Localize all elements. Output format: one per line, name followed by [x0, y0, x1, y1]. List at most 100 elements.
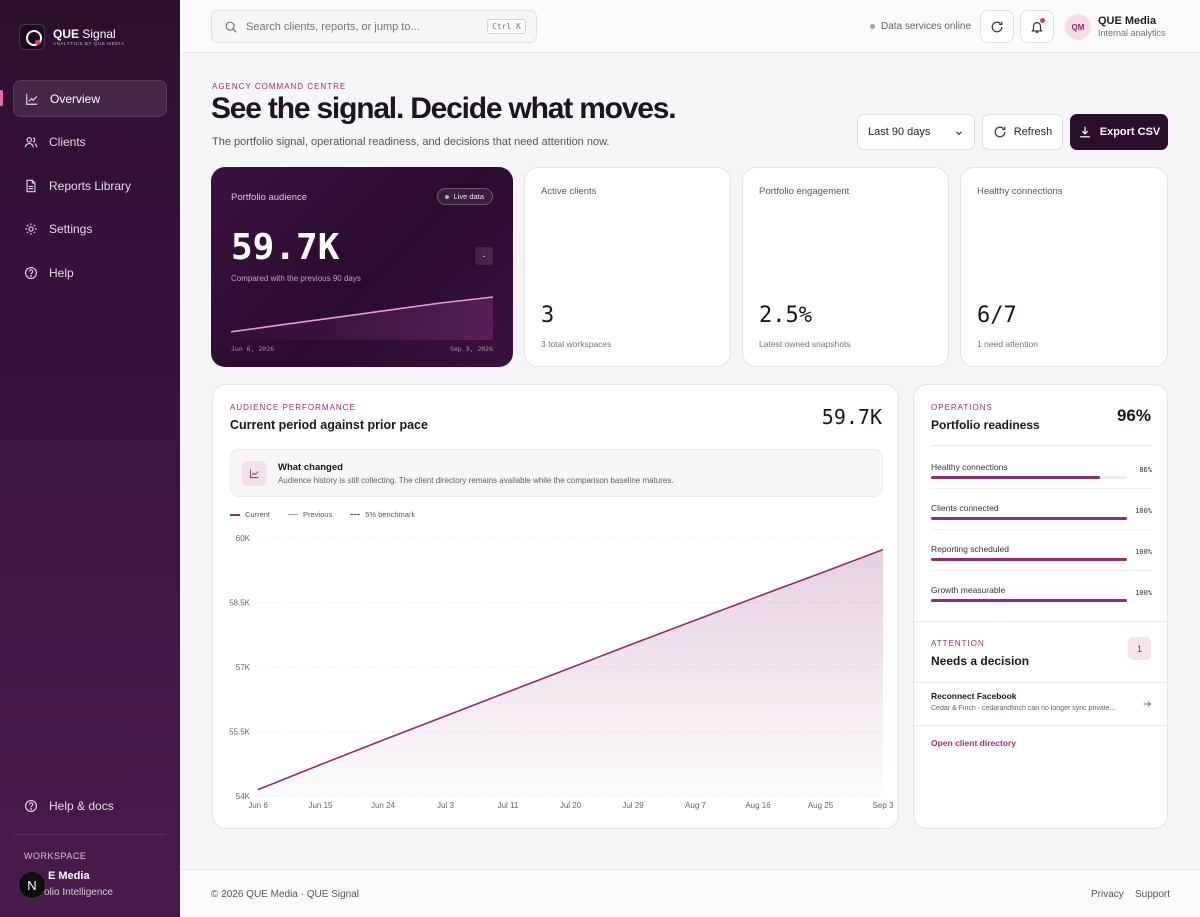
page-eyebrow: AGENCY COMMAND CENTRE — [212, 82, 347, 91]
open-client-directory-link[interactable]: Open client directory — [931, 738, 1017, 748]
sidebar-item-reports-library[interactable]: Reports Library — [13, 167, 167, 204]
callout-text: Audience history is still collecting. Th… — [278, 476, 674, 485]
status-dot-icon — [870, 24, 875, 29]
page-subtitle: The portfolio signal, operational readin… — [212, 136, 610, 148]
section-eyebrow: AUDIENCE PERFORMANCE — [230, 403, 356, 412]
sidebar-item-overview[interactable]: Overview — [13, 80, 167, 117]
help-docs-link[interactable]: Help & docs — [13, 787, 167, 824]
help-docs-label: Help & docs — [49, 798, 114, 813]
refresh-icon — [993, 125, 1007, 139]
readiness-track — [931, 517, 1127, 520]
user-subtitle: Internal analytics — [1098, 28, 1166, 38]
gear-icon — [24, 222, 38, 236]
readiness-label: Growth measurable — [931, 585, 1006, 595]
search-icon — [224, 20, 238, 34]
notifications-button[interactable] — [1020, 10, 1054, 43]
kpi-label: Healthy connections — [977, 186, 1063, 197]
kpi-label: Portfolio audience — [231, 192, 308, 203]
readiness-fill — [931, 599, 1127, 602]
sidebar-item-help[interactable]: Help — [13, 254, 167, 291]
brand[interactable]: QUE Signal ANALYTICS BY QUE MEDIA — [19, 24, 125, 50]
notification-dot — [1040, 18, 1045, 23]
users-icon — [24, 135, 38, 149]
readiness-track — [931, 476, 1127, 479]
y-tick-label: 60K — [236, 534, 251, 543]
sidebar-item-label: Reports Library — [49, 178, 132, 193]
refresh-button[interactable]: Refresh — [982, 114, 1063, 150]
document-icon — [24, 179, 38, 193]
readiness-row: Reporting scheduled 100% — [931, 544, 1152, 584]
readiness-track — [931, 558, 1127, 561]
chevron-down-icon — [954, 128, 964, 138]
legend-item-previous[interactable]: Previous — [288, 510, 332, 519]
audience-performance-card: AUDIENCE PERFORMANCE Current period agai… — [212, 384, 899, 829]
support-link[interactable]: Support — [1135, 889, 1171, 900]
legend-swatch — [288, 514, 299, 515]
sync-button[interactable] — [980, 10, 1014, 43]
export-label: Export CSV — [1099, 126, 1161, 138]
help-icon — [24, 799, 38, 813]
x-tick-label: Sep 3 — [873, 801, 894, 810]
workspace-label: WORKSPACE — [24, 851, 87, 861]
dev-tools-badge[interactable]: N — [18, 871, 46, 899]
date-range-value: Last 90 days — [868, 126, 931, 138]
page-title: See the signal. Decide what moves. — [211, 92, 677, 125]
search-bar[interactable]: Ctrl K — [211, 10, 537, 43]
sidebar-item-settings[interactable]: Settings — [13, 211, 167, 248]
decision-title: Reconnect Facebook — [931, 691, 1017, 701]
refresh-label: Refresh — [1013, 126, 1053, 138]
audience-sparkline — [231, 296, 493, 340]
kpi-card-portfolio-engagement: Portfolio engagement 2.5% Latest owned s… — [742, 167, 949, 367]
status-text: Data services online — [881, 21, 972, 32]
avatar[interactable]: QM — [1065, 14, 1091, 40]
what-changed-callout: What changed Audience history is still c… — [230, 449, 883, 497]
sidebar-item-label: Clients — [49, 135, 86, 149]
kpi-card-active-clients: Active clients 3 3 total workspaces — [524, 167, 731, 367]
readiness-percent: 100% — [1135, 548, 1152, 556]
sidebar-item-label: Overview — [50, 91, 101, 106]
divider — [931, 445, 1152, 446]
x-tick-label: Aug 16 — [745, 801, 771, 810]
legend-item-current[interactable]: Current — [230, 510, 270, 519]
sidebar-divider — [14, 834, 166, 835]
attention-count-badge: 1 — [1128, 637, 1151, 660]
kpi-card-healthy-connections: Healthy connections 6/7 1 need attention — [960, 167, 1168, 367]
chart-legend: Current Previous 5% benchmark — [230, 510, 415, 519]
sidebar: QUE Signal ANALYTICS BY QUE MEDIA Overvi… — [0, 0, 180, 917]
portfolio-audience-card: Portfolio audience Live data 59.7K - Com… — [211, 167, 513, 367]
section-title: Current period against prior pace — [230, 418, 428, 432]
privacy-link[interactable]: Privacy — [1091, 889, 1124, 900]
workspace-name[interactable]: E Media — [48, 870, 90, 882]
x-tick-label: Aug 7 — [685, 801, 706, 810]
chart-line-icon — [25, 92, 39, 106]
divider — [914, 621, 1167, 622]
brand-title: QUE Signal — [53, 27, 116, 41]
kpi-value: 3 — [541, 303, 555, 328]
legend-item-benchmark[interactable]: 5% benchmark — [350, 510, 415, 519]
download-icon — [1078, 125, 1092, 139]
user-name[interactable]: QUE Media — [1098, 15, 1157, 27]
brand-subtitle: ANALYTICS BY QUE MEDIA — [53, 41, 125, 46]
kpi-value: 6/7 — [977, 303, 1017, 328]
operations-card: OPERATIONS Portfolio readiness 96% Healt… — [913, 384, 1168, 829]
legend-swatch — [230, 513, 240, 516]
live-data-badge: Live data — [436, 188, 493, 205]
y-tick-label: 58.5K — [229, 599, 251, 608]
export-csv-button[interactable]: Export CSV — [1070, 114, 1168, 150]
sidebar-nav: Overview Clients Reports Library Setting… — [13, 80, 167, 298]
kpi-label: Active clients — [541, 186, 597, 197]
x-tick-label: Jul 3 — [437, 801, 454, 810]
readiness-fill — [931, 517, 1127, 520]
section-title: Portfolio readiness — [931, 418, 1040, 432]
y-tick-label: 57K — [236, 663, 251, 672]
sparkline-area — [231, 297, 493, 340]
kpi-label: Portfolio engagement — [759, 186, 850, 197]
decision-item[interactable]: Reconnect Facebook Cedar & Finch · cedar… — [931, 691, 1152, 721]
row-divider — [931, 570, 1152, 571]
sidebar-item-label: Settings — [49, 222, 93, 236]
sidebar-item-clients[interactable]: Clients — [13, 124, 167, 161]
date-range-select[interactable]: Last 90 days — [857, 114, 975, 150]
attention-eyebrow: ATTENTION — [931, 639, 985, 648]
active-nav-indicator — [0, 90, 3, 106]
search-input[interactable] — [246, 20, 476, 33]
